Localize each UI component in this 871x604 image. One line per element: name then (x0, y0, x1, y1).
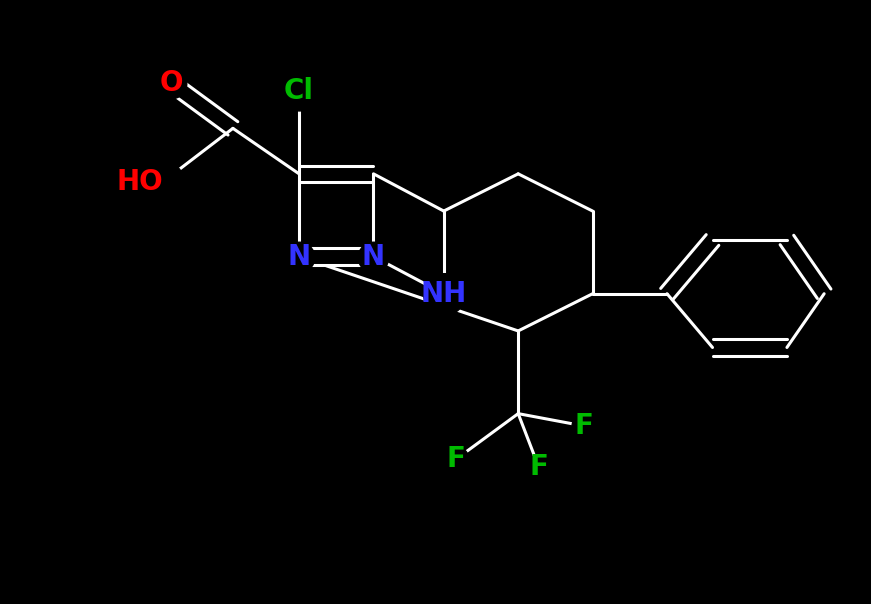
Text: F: F (447, 445, 466, 473)
Text: Cl: Cl (284, 77, 314, 105)
Text: N: N (287, 243, 311, 271)
Text: N: N (362, 243, 385, 271)
Text: O: O (159, 69, 183, 97)
Text: F: F (530, 454, 549, 481)
Text: HO: HO (116, 168, 163, 196)
Text: F: F (575, 412, 594, 440)
Text: NH: NH (421, 280, 467, 307)
